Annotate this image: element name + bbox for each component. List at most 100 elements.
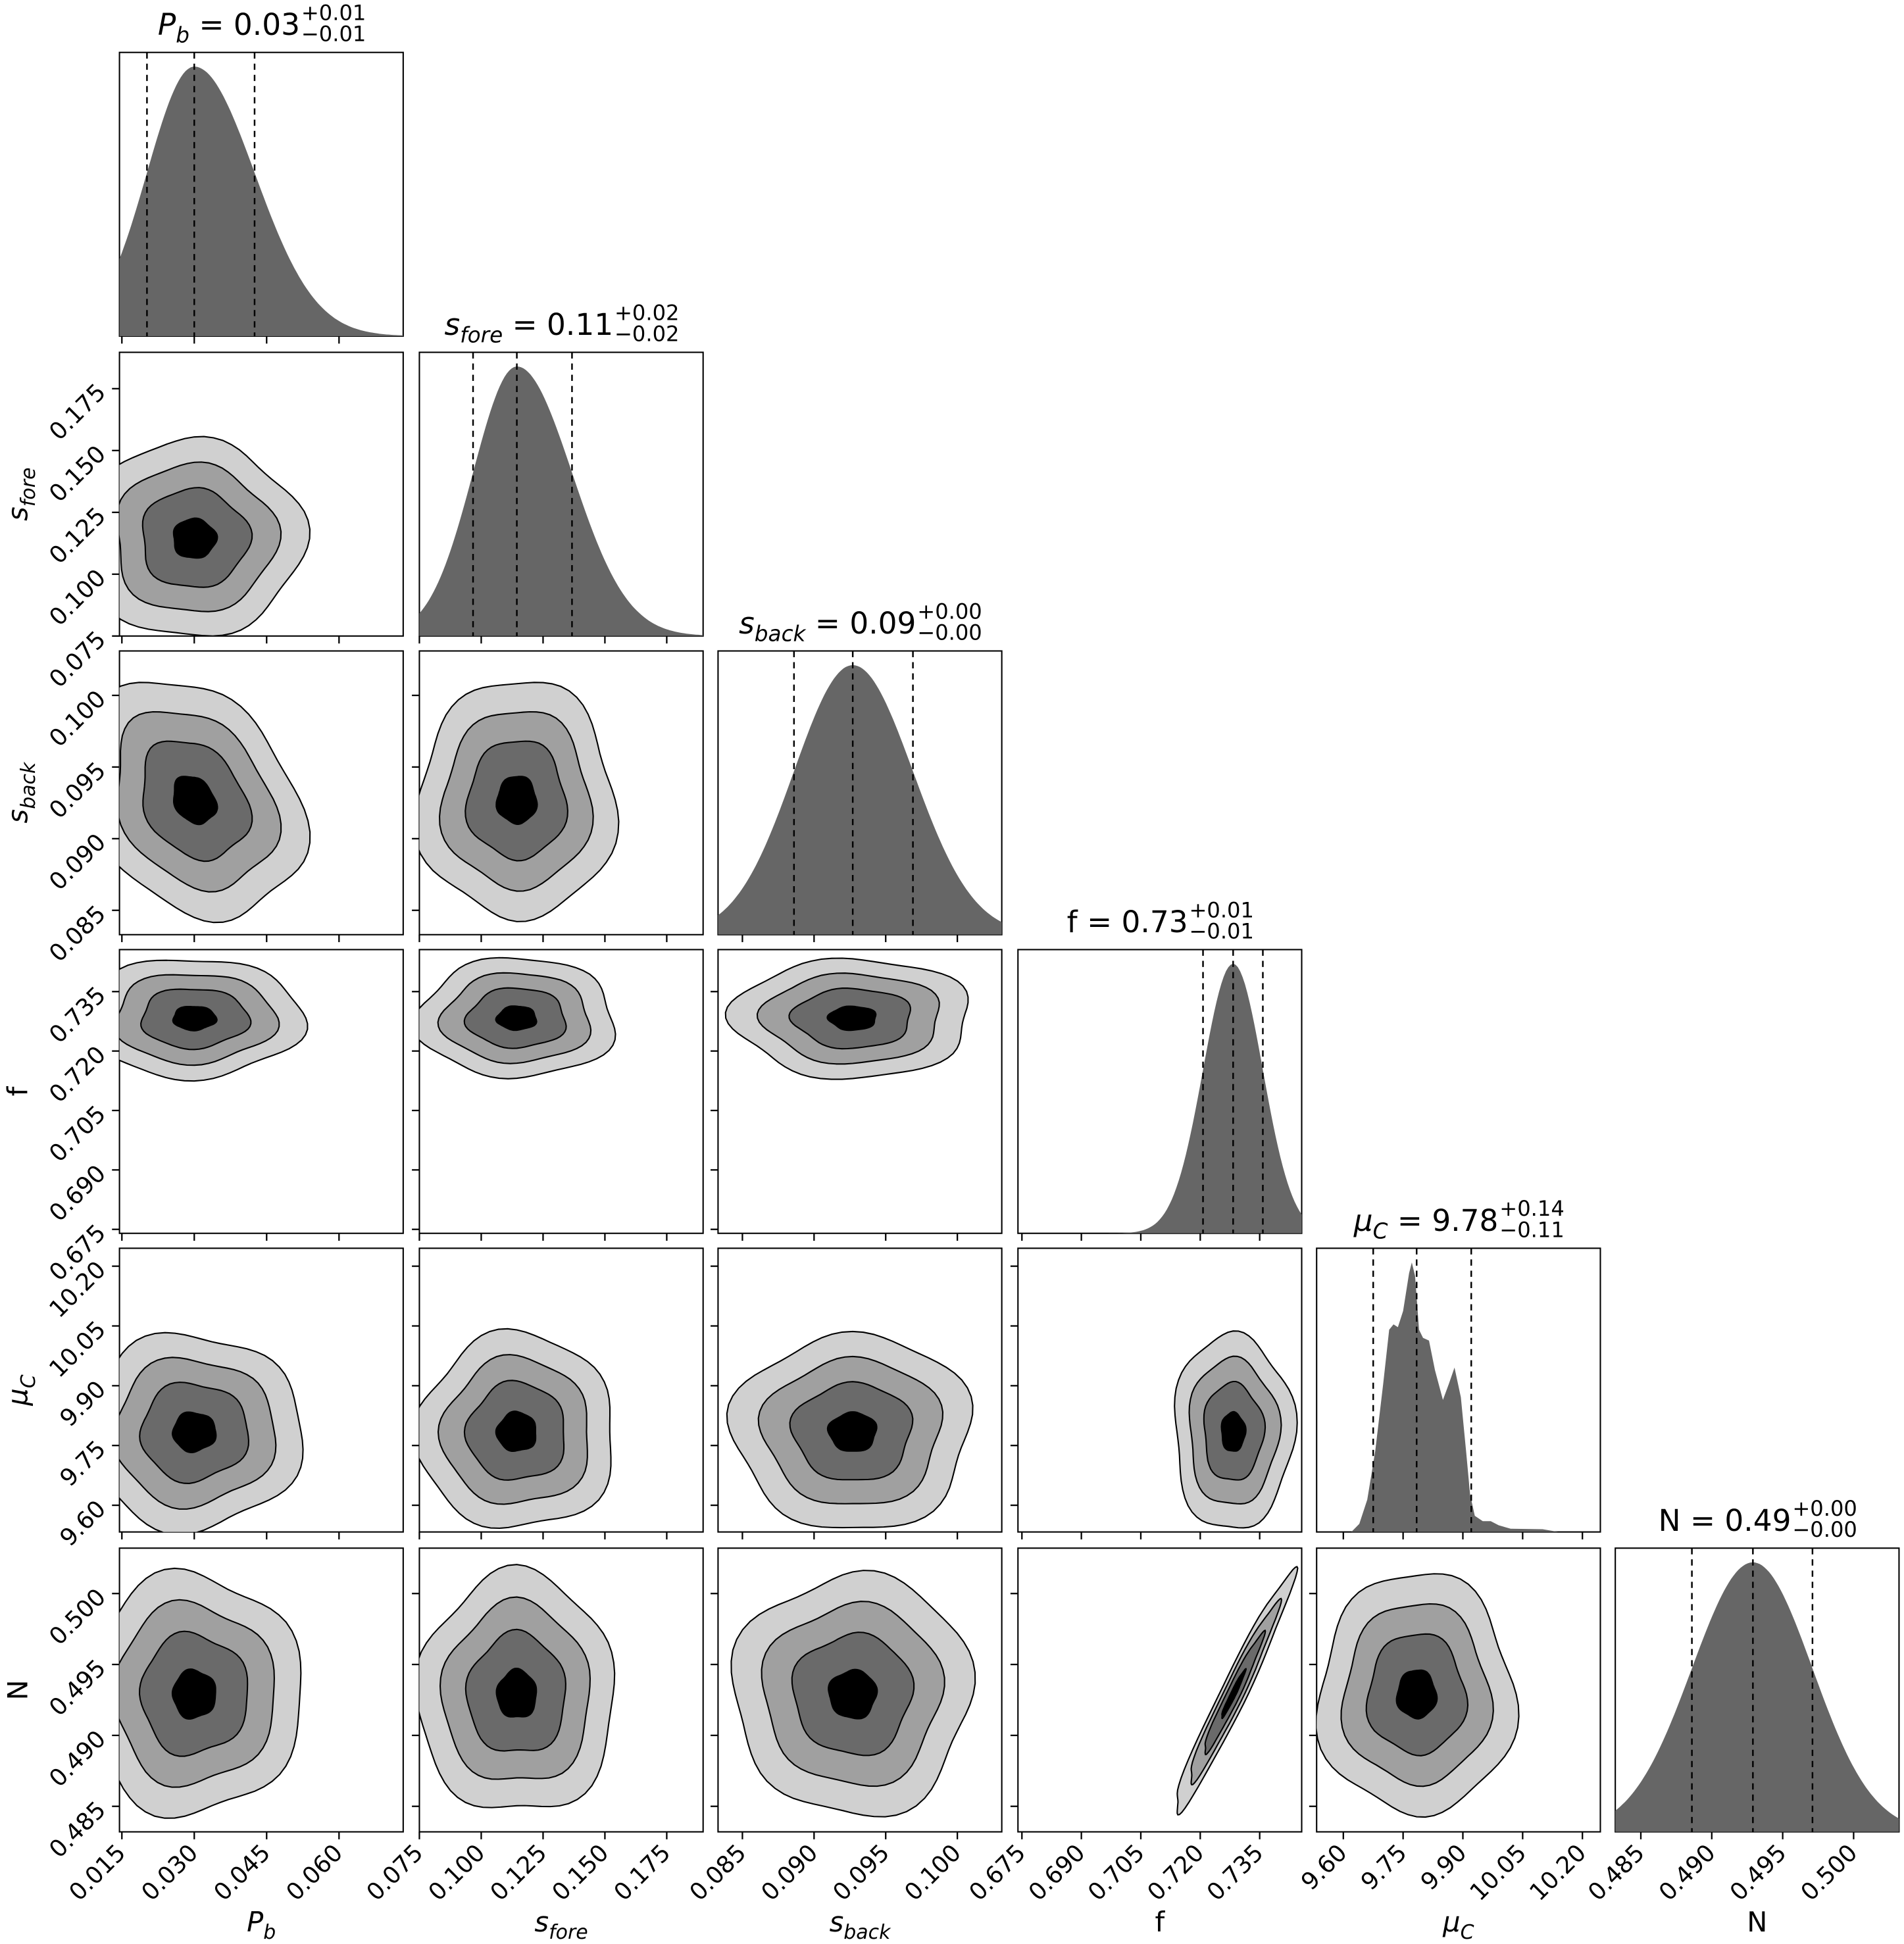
axis-label-main: N [1747, 1906, 1767, 1938]
title-value: 0.11 [547, 307, 613, 342]
title-plus-error: +0.02 [614, 300, 680, 325]
title-equals: = [805, 606, 849, 641]
axis-label-main: P [158, 7, 176, 42]
contour-level-4 [1395, 1669, 1438, 1720]
contour-level-4 [826, 1411, 878, 1452]
svg-text:f = 0.73: f = 0.73 [1067, 905, 1188, 939]
axis-label-sub: back [17, 761, 40, 809]
title-f: f = 0.73 +0.01−0.01 [1067, 897, 1254, 943]
y-tick-label: 0.150 [44, 441, 111, 508]
histogram-panel-sfore [418, 351, 704, 644]
title-value: 0.49 [1724, 1503, 1791, 1538]
title-minus-error: −0.11 [1499, 1217, 1564, 1242]
x-tick-label: 9.75 [1356, 1839, 1413, 1896]
axis-label-sub: back [843, 1921, 891, 1944]
y-tick-label: 0.085 [44, 901, 111, 968]
title-minus-error: −0.00 [917, 620, 982, 645]
axis-label-sub: fore [460, 322, 503, 347]
histogram-f [1018, 964, 1302, 1234]
y-tick-label: 0.100 [44, 564, 111, 632]
x-tick-label: 0.675 [964, 1839, 1031, 1907]
contour-panel-sback-N: 0.085 0.090 0.095 0.100 [685, 1547, 1003, 1907]
contour-panel-f-muC [1010, 1247, 1303, 1540]
title-equals: = [1078, 905, 1122, 939]
histogram-sback [718, 665, 1002, 935]
axis-label-sub: back [755, 621, 807, 646]
axis-label-main: s [2, 507, 34, 521]
x-tick-label: 0.030 [136, 1839, 203, 1907]
x-tick-label: 0.100 [424, 1839, 491, 1907]
title-minus-error: −0.01 [1189, 918, 1254, 943]
y-tick-label: 0.720 [44, 1041, 111, 1109]
title-N: N = 0.49 +0.00−0.00 [1659, 1496, 1857, 1542]
y-axis-label-sback: sback [2, 761, 40, 824]
title-plus-error: +0.01 [301, 0, 366, 25]
y-tick-label: 0.175 [44, 379, 111, 446]
title-minus-error: −0.01 [301, 22, 366, 47]
title-plus-error: +0.00 [1792, 1496, 1857, 1521]
y-tick-label: 0.495 [44, 1655, 111, 1722]
axis-label-sub: fore [17, 468, 40, 507]
axis-label-main: N [1659, 1503, 1681, 1538]
contour-panel-sback-muC [711, 1247, 1003, 1540]
title-value: 0.09 [849, 606, 916, 641]
histogram-sfore [419, 366, 703, 636]
x-tick-label: 0.490 [1654, 1839, 1721, 1907]
axis-label-main: s [830, 1906, 844, 1938]
contour-panel-sfore-muC [412, 1247, 704, 1540]
y-axis-label-sfore: sfore [2, 468, 40, 521]
x-tick-label: 0.085 [685, 1839, 752, 1907]
axis-label-sub: b [263, 1921, 276, 1944]
title-minus-error: −0.02 [614, 322, 680, 347]
histogram-N [1615, 1562, 1899, 1832]
x-tick-label: 10.05 [1465, 1839, 1532, 1907]
title-equals: = [189, 7, 234, 42]
contour-panel-sback-f [711, 949, 1003, 1241]
axis-label-main: P [247, 1906, 264, 1938]
histogram-panel-Pb [118, 51, 404, 344]
title-muC: μC = 9.78 +0.14−0.11 [1353, 1196, 1565, 1243]
x-axis-label-sfore: sfore [534, 1906, 588, 1944]
axis-label-sub: C [17, 1374, 40, 1388]
y-tick-label: 0.090 [44, 829, 111, 896]
x-axis-label-sback: sback [830, 1906, 892, 1944]
axis-label-main: f [1155, 1906, 1166, 1938]
y-tick-label: 0.705 [44, 1101, 111, 1168]
axis-label-main: s [534, 1906, 549, 1938]
axis-label-main: μ [1442, 1906, 1460, 1938]
contour-level-4 [1220, 1410, 1247, 1452]
title-value: 9.78 [1432, 1203, 1498, 1238]
title-sfore: sfore = 0.11 +0.02−0.02 [445, 300, 680, 347]
y-tick-label: 0.500 [44, 1583, 111, 1651]
axis-label-main: μ [1353, 1203, 1373, 1238]
x-tick-label: 0.095 [828, 1839, 895, 1907]
axis-label-main: s [445, 307, 461, 342]
title-sback: sback = 0.09 +0.00−0.00 [739, 599, 982, 646]
histogram-panel-f [1017, 949, 1303, 1241]
title-value: 0.73 [1122, 905, 1188, 939]
contour-level-4 [495, 1005, 538, 1032]
x-axis-label-f: f [1155, 1906, 1166, 1938]
svg-text:μC = 9.78: μC = 9.78 [1353, 1203, 1499, 1243]
y-tick-label: 0.125 [44, 503, 111, 570]
x-tick-label: 0.150 [547, 1839, 614, 1907]
histogram-Pb [119, 66, 403, 336]
y-tick-label: 9.60 [55, 1495, 111, 1552]
axis-label-main: f [2, 1085, 34, 1096]
contour-level-4 [495, 1667, 538, 1718]
svg-text:N = 0.49: N = 0.49 [1659, 1503, 1791, 1538]
contour-level-4 [172, 1006, 218, 1032]
contour-panel-sfore-sback [412, 650, 704, 943]
y-tick-label: 9.90 [55, 1376, 111, 1432]
title-plus-error: +0.01 [1189, 897, 1254, 922]
x-tick-label: 0.100 [899, 1839, 966, 1907]
x-tick-label: 0.705 [1083, 1839, 1150, 1907]
contour-level-4 [173, 776, 218, 826]
title-equals: = [1388, 1203, 1432, 1238]
